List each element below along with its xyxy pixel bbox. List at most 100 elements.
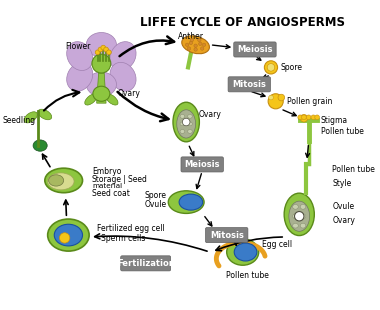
Ellipse shape: [86, 72, 116, 97]
Circle shape: [278, 94, 285, 101]
Ellipse shape: [234, 243, 257, 261]
Circle shape: [311, 115, 316, 120]
Circle shape: [294, 211, 304, 221]
Text: Pollen grain: Pollen grain: [287, 97, 332, 106]
Ellipse shape: [85, 94, 97, 105]
Ellipse shape: [289, 201, 310, 231]
Text: Ovule: Ovule: [144, 201, 166, 210]
Circle shape: [59, 233, 70, 243]
Circle shape: [315, 115, 320, 120]
Ellipse shape: [48, 219, 89, 251]
Circle shape: [95, 50, 100, 55]
Ellipse shape: [110, 42, 136, 70]
Ellipse shape: [48, 173, 74, 190]
Text: Egg cell: Egg cell: [261, 240, 292, 249]
Text: Ovary: Ovary: [332, 216, 355, 225]
Ellipse shape: [45, 168, 82, 193]
Circle shape: [187, 47, 191, 50]
FancyBboxPatch shape: [206, 228, 248, 243]
Text: Spore: Spore: [280, 63, 302, 72]
Circle shape: [185, 43, 189, 46]
Circle shape: [302, 115, 306, 120]
Circle shape: [267, 64, 275, 71]
Ellipse shape: [67, 62, 93, 91]
Circle shape: [201, 47, 204, 50]
Ellipse shape: [168, 191, 204, 213]
Ellipse shape: [227, 239, 259, 265]
Circle shape: [199, 42, 202, 46]
Text: Seedling: Seedling: [3, 116, 36, 125]
Ellipse shape: [86, 33, 116, 57]
Text: LIFFE CYCLE OF ANGIOSPERMS: LIFFE CYCLE OF ANGIOSPERMS: [140, 16, 345, 29]
Ellipse shape: [300, 214, 306, 219]
Text: Storage: Storage: [92, 175, 122, 184]
Ellipse shape: [293, 205, 298, 209]
Ellipse shape: [173, 102, 200, 142]
Text: material: material: [92, 183, 122, 189]
Text: Stigma: Stigma: [321, 116, 348, 125]
Circle shape: [298, 115, 302, 120]
Circle shape: [306, 115, 311, 120]
Circle shape: [190, 38, 193, 42]
Text: Pollen tube: Pollen tube: [332, 165, 375, 174]
Circle shape: [269, 95, 273, 100]
Text: Meiosis: Meiosis: [237, 45, 273, 54]
Text: Anther: Anther: [178, 32, 204, 41]
Text: Ovary: Ovary: [198, 110, 221, 119]
FancyBboxPatch shape: [121, 256, 171, 271]
Ellipse shape: [188, 130, 192, 133]
Ellipse shape: [93, 86, 110, 101]
Ellipse shape: [182, 36, 209, 54]
Circle shape: [268, 94, 283, 109]
Text: Style: Style: [332, 179, 352, 188]
Ellipse shape: [49, 175, 64, 186]
FancyBboxPatch shape: [181, 157, 223, 172]
Text: Flower: Flower: [65, 42, 90, 51]
Circle shape: [264, 61, 277, 74]
Text: Fertilized egg cell: Fertilized egg cell: [97, 224, 165, 233]
Ellipse shape: [300, 223, 306, 228]
Text: Pollen tube: Pollen tube: [321, 127, 364, 136]
Text: Seed coat: Seed coat: [92, 189, 130, 198]
Text: Pollen tube: Pollen tube: [226, 271, 269, 280]
Circle shape: [92, 54, 111, 73]
Text: Embryo: Embryo: [92, 167, 121, 176]
Ellipse shape: [177, 110, 196, 138]
Ellipse shape: [293, 223, 298, 228]
Ellipse shape: [300, 205, 306, 209]
Circle shape: [98, 47, 103, 52]
Text: Meiosis: Meiosis: [184, 160, 220, 169]
Text: Spore: Spore: [144, 191, 166, 200]
Text: Mitosis: Mitosis: [210, 231, 244, 240]
Ellipse shape: [188, 114, 192, 118]
Text: Mitosis: Mitosis: [232, 80, 266, 89]
Ellipse shape: [180, 114, 185, 118]
Circle shape: [189, 41, 193, 45]
Text: Sperm cells: Sperm cells: [101, 234, 146, 243]
Ellipse shape: [180, 130, 185, 133]
Ellipse shape: [188, 122, 192, 126]
FancyBboxPatch shape: [228, 77, 271, 92]
Ellipse shape: [293, 214, 298, 219]
Ellipse shape: [54, 224, 82, 246]
Ellipse shape: [106, 94, 118, 105]
Text: | Seed: | Seed: [123, 175, 147, 184]
Ellipse shape: [110, 62, 136, 91]
Ellipse shape: [33, 140, 47, 151]
Ellipse shape: [24, 112, 37, 123]
Circle shape: [182, 118, 190, 126]
Circle shape: [101, 45, 106, 50]
Circle shape: [106, 50, 111, 55]
Text: Fertilization: Fertilization: [117, 259, 174, 268]
FancyBboxPatch shape: [234, 42, 276, 57]
Circle shape: [194, 48, 197, 51]
Text: Ovary: Ovary: [117, 89, 140, 98]
Circle shape: [198, 38, 201, 42]
Circle shape: [300, 114, 308, 122]
Circle shape: [194, 44, 197, 47]
Circle shape: [203, 43, 206, 46]
Ellipse shape: [67, 42, 93, 70]
Ellipse shape: [38, 109, 52, 120]
Circle shape: [104, 47, 108, 52]
Text: Ovule: Ovule: [332, 202, 354, 211]
